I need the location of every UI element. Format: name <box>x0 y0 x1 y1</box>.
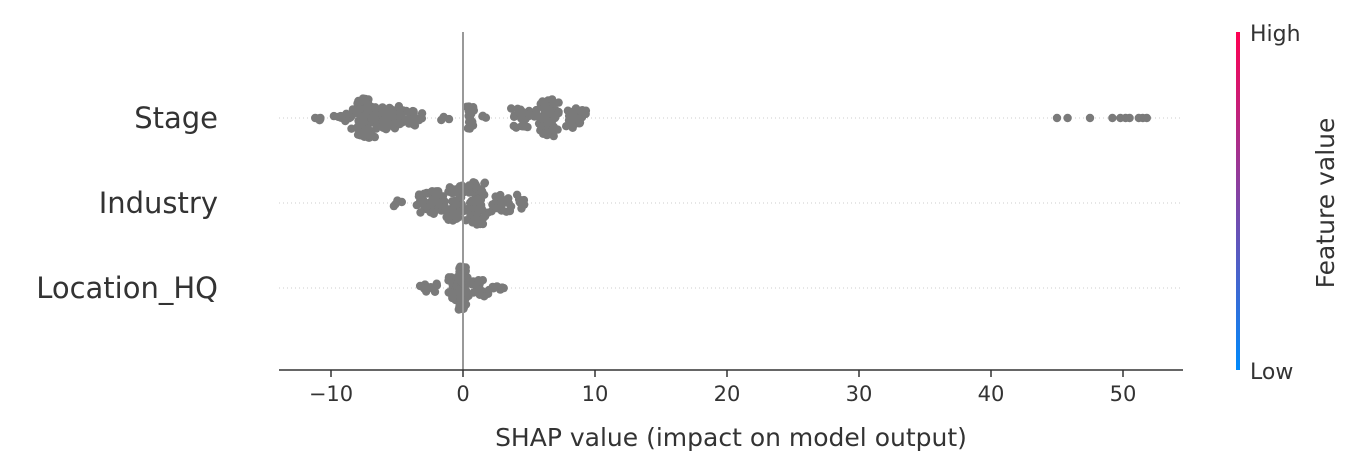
shap-point <box>378 103 387 112</box>
shap-point <box>465 181 474 190</box>
x-tick-label: −10 <box>309 382 353 406</box>
shap-point <box>477 187 486 196</box>
feature-label: Stage <box>134 101 218 135</box>
shap-point <box>1121 113 1130 123</box>
colorbar-low-label: Low <box>1250 360 1293 385</box>
shap-point <box>575 118 585 127</box>
shap-point <box>395 119 404 129</box>
shap-point <box>545 108 555 118</box>
shap-point <box>423 283 432 293</box>
shap-point <box>547 95 557 104</box>
shap-point <box>497 199 507 209</box>
shap-point <box>396 111 405 120</box>
feature-row-points <box>311 94 1152 142</box>
feature-label: Location_HQ <box>36 271 218 305</box>
shap-point <box>478 111 487 121</box>
x-tick-label: 30 <box>846 382 873 406</box>
shap-point <box>507 104 516 113</box>
shap-point <box>505 206 515 216</box>
shap-point <box>473 219 482 228</box>
shap-point <box>372 122 381 131</box>
shap-point <box>371 103 380 112</box>
shap-point <box>467 280 476 289</box>
shap-point <box>450 209 459 218</box>
shap-point <box>336 113 346 123</box>
shap-point <box>316 113 325 123</box>
shap-point <box>509 121 518 131</box>
shap-point <box>1063 113 1072 123</box>
shap-point <box>360 129 369 138</box>
shap-point <box>504 199 514 208</box>
shap-point <box>465 188 474 197</box>
shap-point <box>463 124 473 133</box>
shap-point <box>409 108 418 118</box>
shap-point <box>416 208 425 217</box>
shap-point <box>352 108 362 118</box>
shap-point <box>554 107 563 117</box>
shap-point <box>580 108 589 118</box>
shap-point <box>491 192 500 201</box>
feature-row-points <box>389 178 529 229</box>
colorbar-title: Feature value <box>1311 118 1340 289</box>
shap-point <box>359 115 368 125</box>
x-tick-label: 50 <box>1110 382 1137 406</box>
shap-point <box>428 187 437 196</box>
shap-point <box>437 115 446 125</box>
shap-point <box>480 178 490 187</box>
row-guide-lines <box>279 117 1183 289</box>
shap-point <box>1108 113 1117 123</box>
shap-point <box>418 196 427 205</box>
shap-point <box>467 109 476 119</box>
shap-point <box>415 190 424 199</box>
shap-point <box>386 120 395 129</box>
shap-point <box>539 129 548 138</box>
shap-point <box>519 200 529 209</box>
shap-point <box>474 205 483 214</box>
shap-point <box>532 105 541 115</box>
shap-point <box>444 276 453 285</box>
shap-point <box>492 203 501 213</box>
shap-point <box>381 114 390 123</box>
shap-point <box>393 196 402 205</box>
shap-point <box>564 111 574 121</box>
x-tick-label: 20 <box>714 382 741 406</box>
shap-point <box>1085 113 1095 123</box>
shap-point <box>498 283 507 292</box>
shap-point <box>409 118 419 127</box>
shap-point <box>428 208 437 217</box>
shap-point <box>523 122 532 132</box>
shap-point <box>417 109 427 118</box>
shap-point <box>538 97 547 106</box>
shap-point <box>361 94 370 104</box>
shap-point <box>354 96 363 106</box>
x-tick-label: 10 <box>582 382 609 406</box>
x-axis-ticks: −10 0 10 20 30 40 50 <box>309 370 1137 406</box>
shap-point <box>468 197 477 206</box>
shap-point <box>548 125 557 134</box>
shap-point <box>515 108 524 117</box>
colorbar-high-label: High <box>1250 22 1301 47</box>
x-tick-label: 40 <box>978 382 1005 406</box>
feature-labels: Stage Industry Location_HQ <box>36 101 218 305</box>
x-axis-title: SHAP value (impact on model output) <box>495 423 967 452</box>
shap-point <box>469 288 478 297</box>
colorbar <box>1236 32 1240 370</box>
beeswarm-points <box>311 94 1152 314</box>
shap-point <box>1052 113 1062 123</box>
shap-point <box>1138 113 1148 123</box>
x-tick-label: 0 <box>456 382 469 406</box>
shap-point <box>475 290 484 299</box>
shap-point <box>432 279 441 288</box>
shap-point <box>363 106 372 115</box>
shap-point <box>451 200 461 209</box>
shap-point <box>329 111 339 121</box>
shap-point <box>567 120 576 129</box>
shap-point <box>415 281 425 291</box>
feature-label: Industry <box>99 186 218 220</box>
shap-point <box>549 131 558 141</box>
feature-row-points <box>415 262 508 314</box>
